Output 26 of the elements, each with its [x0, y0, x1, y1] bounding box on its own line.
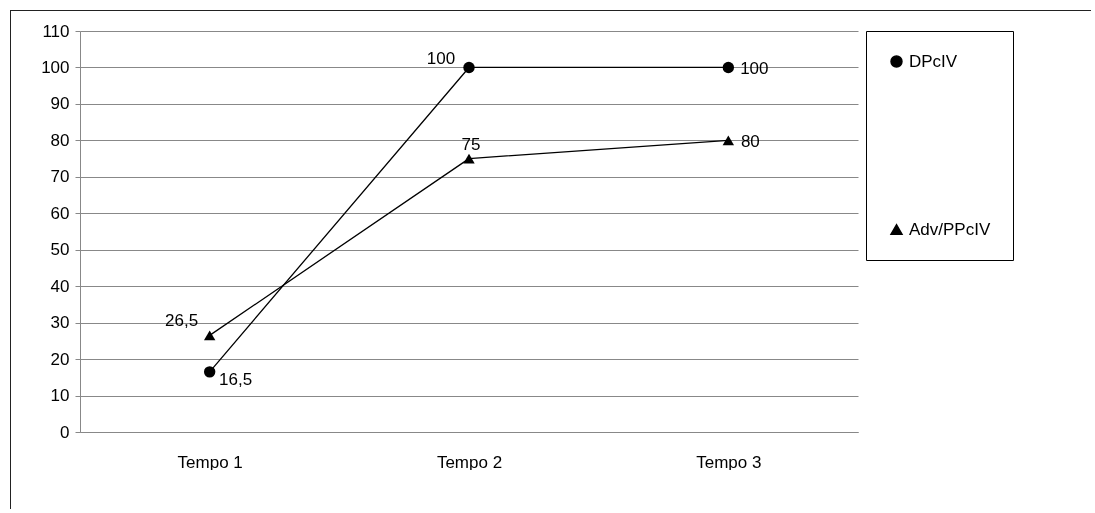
- y-tick-label: 40: [50, 276, 70, 296]
- point: [203, 366, 216, 378]
- data-label: 16,5: [219, 369, 253, 389]
- y-tick-label: 100: [41, 57, 70, 77]
- data-label: 100: [740, 59, 769, 79]
- y-tick-label: 10: [50, 386, 70, 406]
- y-tick-label: 90: [50, 94, 70, 114]
- y-tick-label: 30: [50, 313, 70, 333]
- y-tick-label: 80: [50, 130, 70, 150]
- y-tick-label: 50: [50, 240, 70, 260]
- data-label: 80: [740, 132, 760, 152]
- y-tick-label: 70: [50, 167, 70, 187]
- y-tick-label: 60: [50, 203, 70, 223]
- point: [463, 153, 475, 164]
- legend-label: Adv/PPcIV: [909, 219, 991, 239]
- data-label: 75: [461, 134, 481, 154]
- y-tick-label: 20: [50, 349, 70, 369]
- point: [463, 61, 475, 74]
- y-tick-label: 0: [60, 422, 70, 442]
- y-tick-label: 110: [42, 21, 70, 41]
- data-label: 100: [426, 49, 456, 69]
- legend-label: DPcIV: [909, 51, 958, 71]
- point: [722, 61, 735, 74]
- point: [203, 330, 216, 341]
- point: [722, 135, 735, 146]
- data-label: 26,5: [165, 311, 199, 331]
